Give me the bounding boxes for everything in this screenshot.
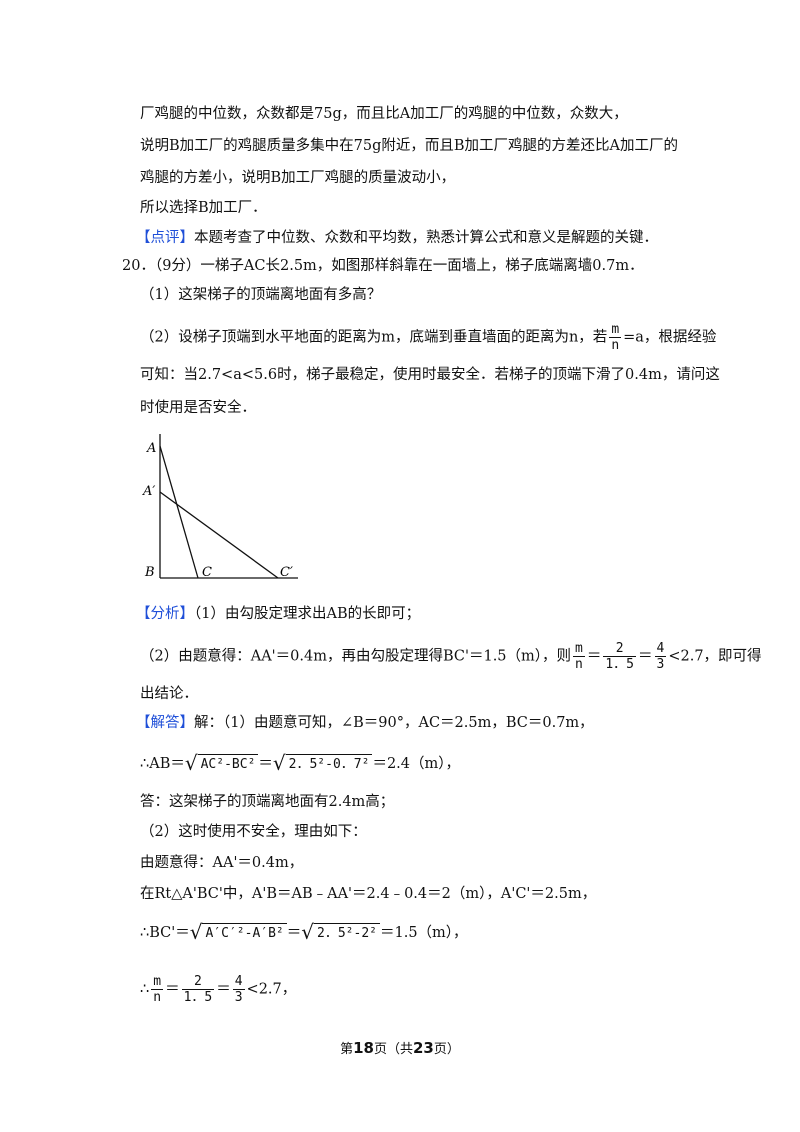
fraction-numerator: 2 bbox=[181, 974, 215, 990]
radicand: A′C′²-A′B² bbox=[202, 923, 287, 944]
text-line: 鸡腿的方差小，说明B加工厂鸡腿的质量波动小， bbox=[140, 170, 456, 186]
solution-tag: 【解答】 bbox=[136, 715, 194, 731]
analysis-text: （1）由勾股定理求出AB的长即可； bbox=[194, 606, 421, 622]
text-span: ＝2.4（m）， bbox=[372, 756, 461, 772]
question-20: 20．（9分）一梯子AC长2.5m，如图那样斜靠在一面墙上，梯子底端离墙0.7m… bbox=[122, 258, 644, 274]
radical-sign: √ bbox=[301, 920, 315, 944]
text-span: <2.7， bbox=[246, 981, 297, 998]
text-span: ∴AB＝ bbox=[140, 756, 185, 772]
text-line: 可知：当2.7<a<5.6时，梯子最稳定，使用时最安全．若梯子的顶端下滑了0.4… bbox=[140, 367, 720, 383]
fraction-denominator: 1．5 bbox=[605, 657, 635, 672]
text-span: ＝ bbox=[286, 925, 302, 941]
radical-sign: √ bbox=[184, 751, 198, 775]
text-span: ＝ bbox=[165, 981, 180, 998]
comment-tag: 【点评】 bbox=[136, 230, 194, 246]
text-span: ∴BC'＝ bbox=[140, 925, 190, 941]
footer-text: 页（共 bbox=[373, 1042, 413, 1057]
text-span: （2）设梯子顶端到水平地面的距离为m，底端到垂直墙面的距离为n，若 bbox=[140, 329, 608, 346]
analysis-line-2: （2）由题意得：AA'＝0.4m，再由勾股定理得BC'＝1.5（m），则 m n ＝ 2… bbox=[140, 641, 762, 672]
label-a-prime: A′ bbox=[142, 484, 155, 499]
question-20-part-1: （1）这架梯子的顶端离地面有多高？ bbox=[140, 287, 382, 303]
label-c-prime: C′ bbox=[280, 565, 293, 580]
fraction-numerator: 4 bbox=[654, 641, 667, 657]
text-line: 时使用是否安全． bbox=[140, 400, 256, 416]
text-line: （2）这时使用不安全，理由如下： bbox=[140, 824, 367, 840]
text-line: 出结论． bbox=[140, 686, 198, 702]
text-line: 所以选择B加工厂． bbox=[140, 200, 267, 216]
fraction-numerator: 4 bbox=[232, 974, 245, 990]
fraction-denominator: 3 bbox=[234, 990, 243, 1005]
fraction: 2 1．5 bbox=[181, 974, 215, 1005]
label-a: A bbox=[146, 441, 156, 456]
solution-line: 【解答】解：（1）由题意可知，∠B＝90°，AC＝2.5m，BC＝0.7m， bbox=[136, 713, 594, 733]
text-line: 由题意得：AA'＝0.4m， bbox=[140, 855, 304, 871]
equation-final: ∴ m n ＝ 2 1．5 ＝ 4 3 <2.7， bbox=[140, 974, 296, 1005]
text-span: ＝1.5（m）， bbox=[379, 925, 468, 941]
text-line: 说明B加工厂的鸡腿质量多集中在75g附近，而且B加工厂鸡腿的方差还比A加工厂的 bbox=[140, 138, 679, 154]
footer-text: 第 bbox=[340, 1042, 354, 1057]
text-span: ＝ bbox=[216, 981, 231, 998]
page-footer: 第18页（共23页） bbox=[0, 1038, 800, 1057]
radical-sign: √ bbox=[189, 920, 203, 944]
text-line: 在Rt△A'BC'中，A'B＝AB﹣AA'＝2.4﹣0.4＝2（m），A'C'＝… bbox=[140, 886, 597, 902]
text-span: ＝ bbox=[258, 756, 273, 772]
radicand: AC²-BC² bbox=[197, 754, 259, 775]
text-span: ＝ bbox=[638, 648, 653, 665]
text-line: 厂鸡腿的中位数，众数都是75g，而且比A加工厂的鸡腿的中位数，众数大， bbox=[140, 106, 628, 122]
fraction-numerator: m bbox=[609, 322, 622, 338]
text-span: =a，根据经验 bbox=[623, 329, 717, 346]
fraction-numerator: 2 bbox=[603, 641, 637, 657]
comment-line: 【点评】本题考查了中位数、众数和平均数，熟悉计算公式和意义是解题的关键． bbox=[136, 228, 658, 248]
fraction-numerator: m bbox=[151, 974, 164, 990]
label-b: B bbox=[144, 565, 155, 580]
question-20-part-2: （2）设梯子顶端到水平地面的距离为m，底端到垂直墙面的距离为n，若 m n =a，根据… bbox=[140, 322, 716, 353]
text-line: 答：这架梯子的顶端离地面有2.4m高； bbox=[140, 794, 395, 810]
fraction-denominator: 1．5 bbox=[183, 990, 213, 1005]
equation-ab: ∴AB＝√ AC²-BC² ＝√ 2．5²-0．7² ＝2.4（m）， bbox=[140, 751, 461, 775]
analysis-line: 【分析】（1）由勾股定理求出AB的长即可； bbox=[136, 604, 420, 624]
radical-sign: √ bbox=[272, 751, 286, 775]
ladder-a2c2 bbox=[159, 491, 279, 579]
fraction-denominator: n bbox=[575, 657, 583, 672]
ladder-figure: A A′ B C C′ bbox=[142, 434, 298, 580]
radicand: 2．5²-0．7² bbox=[285, 754, 373, 775]
text-span: ＝ bbox=[586, 648, 602, 665]
comment-text: 本题考查了中位数、众数和平均数，熟悉计算公式和意义是解题的关键． bbox=[194, 230, 658, 246]
text-span: <2.7，即可得 bbox=[668, 648, 762, 665]
ladder-ac bbox=[159, 445, 199, 579]
text-span: ∴ bbox=[140, 981, 150, 998]
fraction-denominator: n bbox=[611, 338, 620, 353]
page-total: 23 bbox=[413, 1039, 434, 1057]
fraction-numerator: m bbox=[573, 641, 585, 657]
fraction-denominator: n bbox=[153, 990, 162, 1005]
text-span: （2）由题意得：AA'＝0.4m，再由勾股定理得BC'＝1.5（m），则 bbox=[140, 648, 572, 665]
fraction-denominator: 3 bbox=[656, 657, 665, 672]
equation-bc: ∴BC'＝√ A′C′²-A′B² ＝√ 2．5²-2² ＝1.5（m）， bbox=[140, 920, 468, 944]
footer-text: 页） bbox=[433, 1042, 460, 1057]
radicand: 2．5²-2² bbox=[314, 923, 380, 944]
page-number: 18 bbox=[353, 1039, 374, 1057]
solution-text: 解：（1）由题意可知，∠B＝90°，AC＝2.5m，BC＝0.7m， bbox=[194, 715, 594, 731]
analysis-tag: 【分析】 bbox=[136, 606, 194, 622]
fraction: 2 1．5 bbox=[603, 641, 637, 672]
label-c: C bbox=[202, 565, 212, 580]
